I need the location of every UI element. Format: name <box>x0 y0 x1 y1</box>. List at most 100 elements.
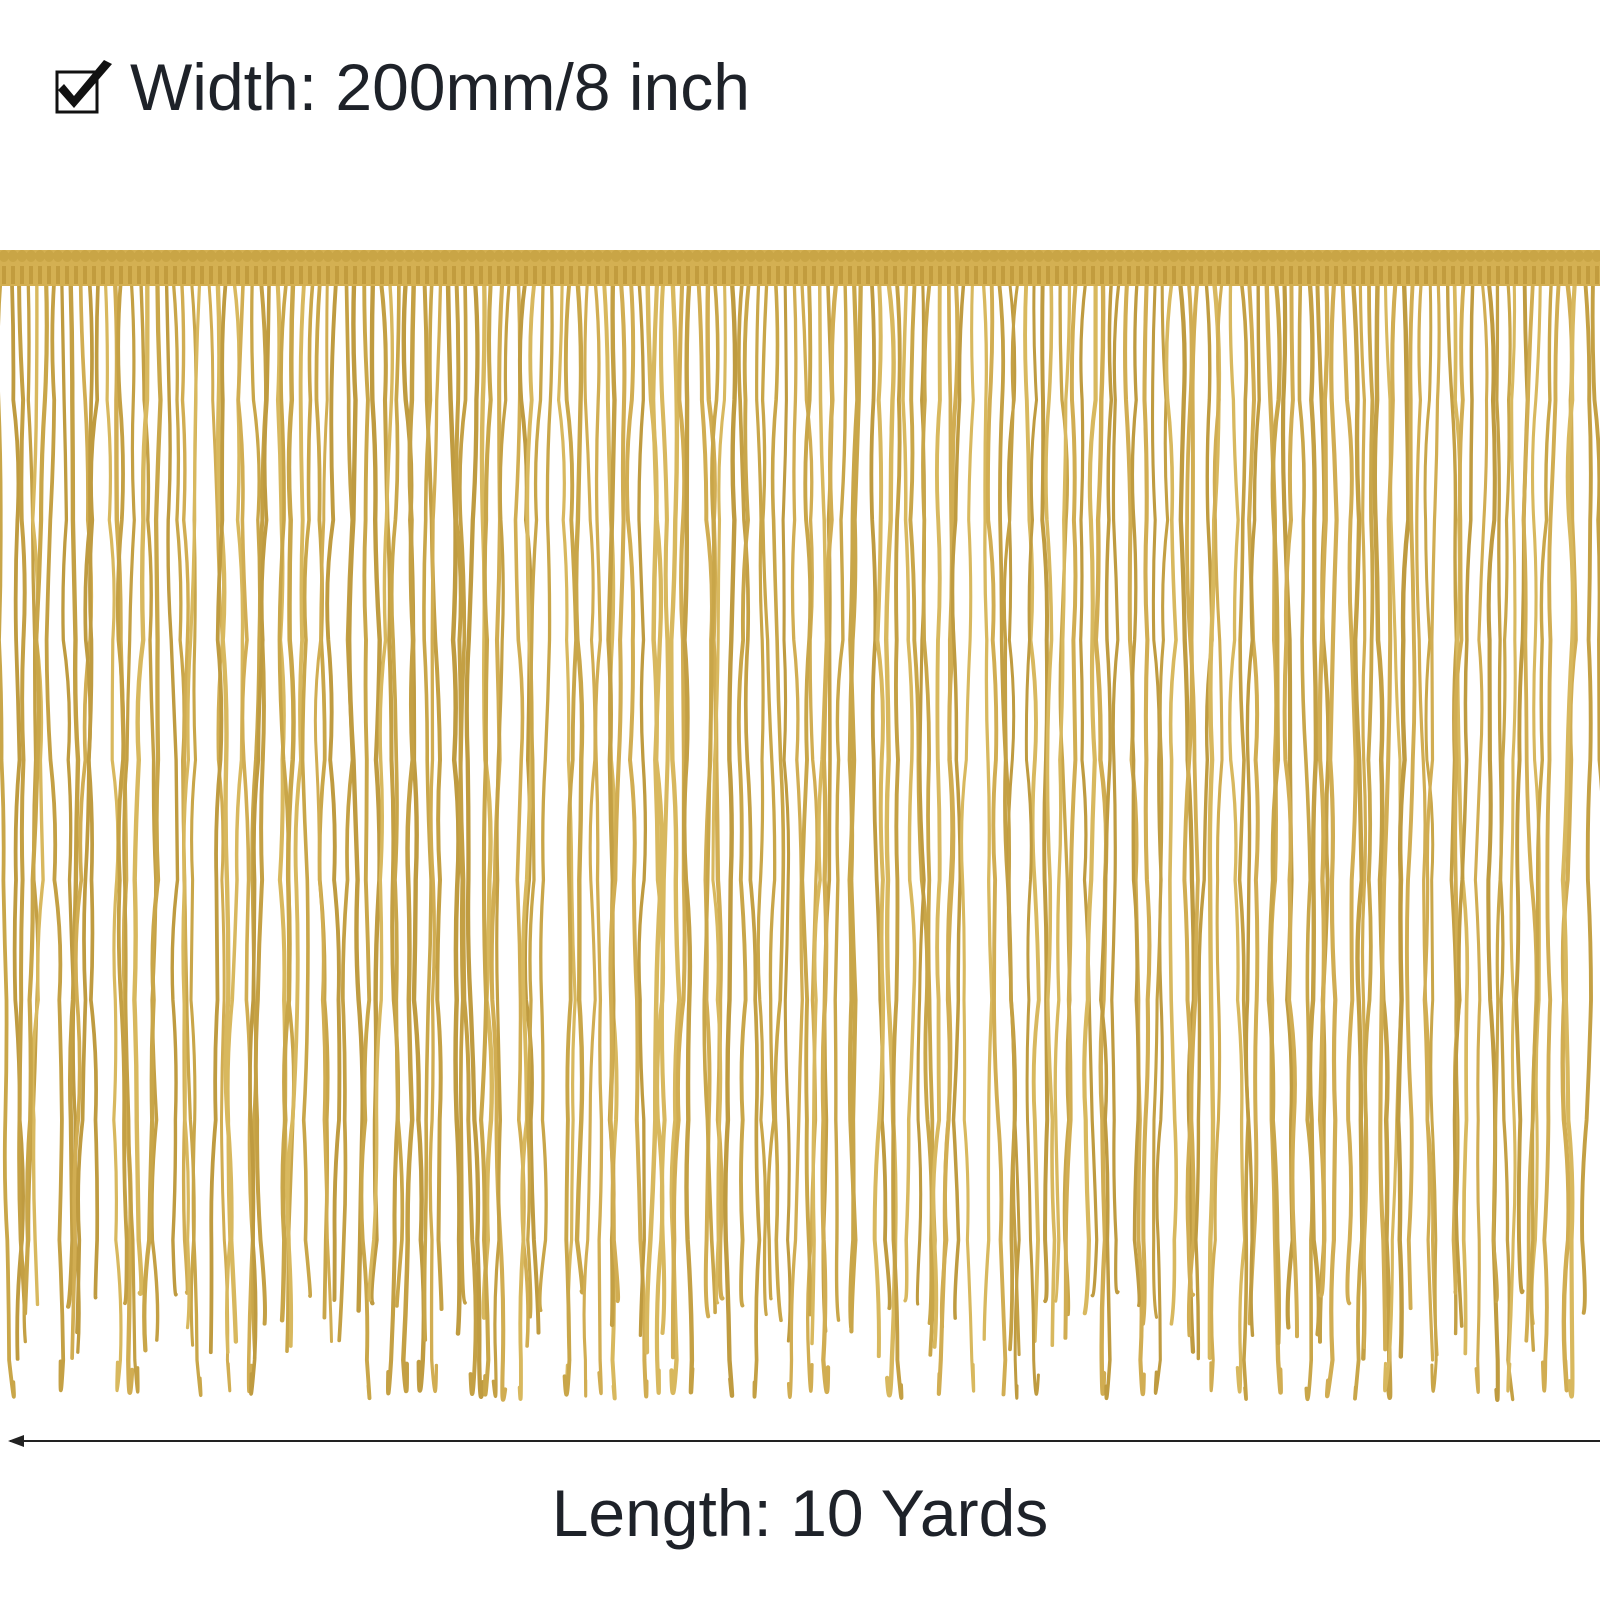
band-weave <box>1433 266 1437 284</box>
band-weave <box>362 266 366 284</box>
band-weave <box>47 266 51 284</box>
band-knot <box>62 250 72 262</box>
strand <box>164 278 180 1297</box>
strand <box>314 278 330 1320</box>
band-weave <box>713 266 717 284</box>
band-weave <box>515 266 519 284</box>
strand <box>1560 277 1578 1393</box>
band-weave <box>578 266 582 284</box>
band-knot <box>1061 250 1071 262</box>
band-weave <box>758 266 762 284</box>
band-weave <box>650 266 654 284</box>
band-weave <box>20 266 24 284</box>
band-knot <box>620 250 630 262</box>
band-knot <box>476 250 486 262</box>
band-weave <box>11 266 15 284</box>
band-knot <box>1520 250 1530 262</box>
band-weave <box>677 266 681 284</box>
band-knot <box>854 250 864 262</box>
band-knot <box>314 250 324 262</box>
band-knot <box>1052 250 1062 262</box>
band-knot <box>683 250 693 262</box>
band-knot <box>1493 250 1503 262</box>
arrow-head <box>8 1435 24 1447</box>
band-weave <box>1451 266 1455 284</box>
band-knot <box>692 250 702 262</box>
band-knot <box>269 250 279 262</box>
strand <box>279 277 296 1323</box>
strand <box>389 278 405 1308</box>
strand <box>1023 278 1041 1344</box>
strand <box>847 277 863 1330</box>
strand <box>422 278 444 1311</box>
strand <box>981 278 994 1341</box>
band-knot <box>1349 250 1359 262</box>
band-knot <box>1538 250 1548 262</box>
band-weave <box>785 266 789 284</box>
band-weave <box>1550 266 1554 284</box>
band-knot <box>1070 250 1080 262</box>
band-knot <box>1268 250 1278 262</box>
band-knot <box>26 250 36 262</box>
strand <box>359 278 372 1401</box>
band-knot <box>1196 250 1206 262</box>
strand <box>682 277 695 1395</box>
strand <box>1445 278 1460 1336</box>
band-knot <box>530 250 540 262</box>
strand <box>538 278 554 1313</box>
band-knot <box>350 250 360 262</box>
band-weave <box>1289 266 1293 284</box>
strand <box>637 278 648 1337</box>
strand <box>325 278 342 1302</box>
strand <box>1244 278 1261 1337</box>
width-label: Width: 200mm/8 inch <box>130 50 750 124</box>
band-weave <box>1064 266 1068 284</box>
band-weave <box>461 266 465 284</box>
strand <box>800 278 813 1317</box>
band-weave <box>470 266 474 284</box>
band-knot <box>1016 250 1026 262</box>
strand <box>1422 278 1441 1362</box>
band-knot <box>791 250 801 262</box>
band-weave <box>695 266 699 284</box>
band-knot <box>35 250 45 262</box>
strand <box>891 278 904 1400</box>
band-weave <box>1514 266 1518 284</box>
band-weave <box>533 266 537 284</box>
band-knot <box>116 250 126 262</box>
band-knot <box>260 250 270 262</box>
strand <box>112 277 135 1395</box>
band-weave <box>1163 266 1167 284</box>
band-knot <box>494 250 504 262</box>
strand <box>1177 277 1197 1354</box>
band-knot <box>449 250 459 262</box>
band-knot <box>1565 250 1575 262</box>
band-weave <box>1586 266 1590 284</box>
band-knot <box>737 250 747 262</box>
band-knot <box>521 250 531 262</box>
band-weave <box>1208 266 1212 284</box>
band-knot <box>1304 250 1314 262</box>
band-knot <box>872 250 882 262</box>
band-knot <box>1367 250 1377 262</box>
band-weave <box>1568 266 1572 284</box>
band-knot <box>1106 250 1116 262</box>
strand <box>491 278 511 1398</box>
band-knot <box>1295 250 1305 262</box>
band-weave <box>731 266 735 284</box>
strand <box>1415 278 1439 1357</box>
band-weave <box>353 266 357 284</box>
band-knot <box>827 250 837 262</box>
strand <box>1152 278 1170 1319</box>
strand <box>810 278 829 1346</box>
strand <box>1580 278 1593 1315</box>
strand <box>248 278 271 1396</box>
strand <box>658 277 671 1335</box>
band-weave <box>92 266 96 284</box>
band-weave <box>614 266 618 284</box>
band-knot <box>926 250 936 262</box>
strand <box>931 278 942 1349</box>
band-weave <box>1577 266 1581 284</box>
band-weave <box>1442 266 1446 284</box>
band-knot <box>539 250 549 262</box>
